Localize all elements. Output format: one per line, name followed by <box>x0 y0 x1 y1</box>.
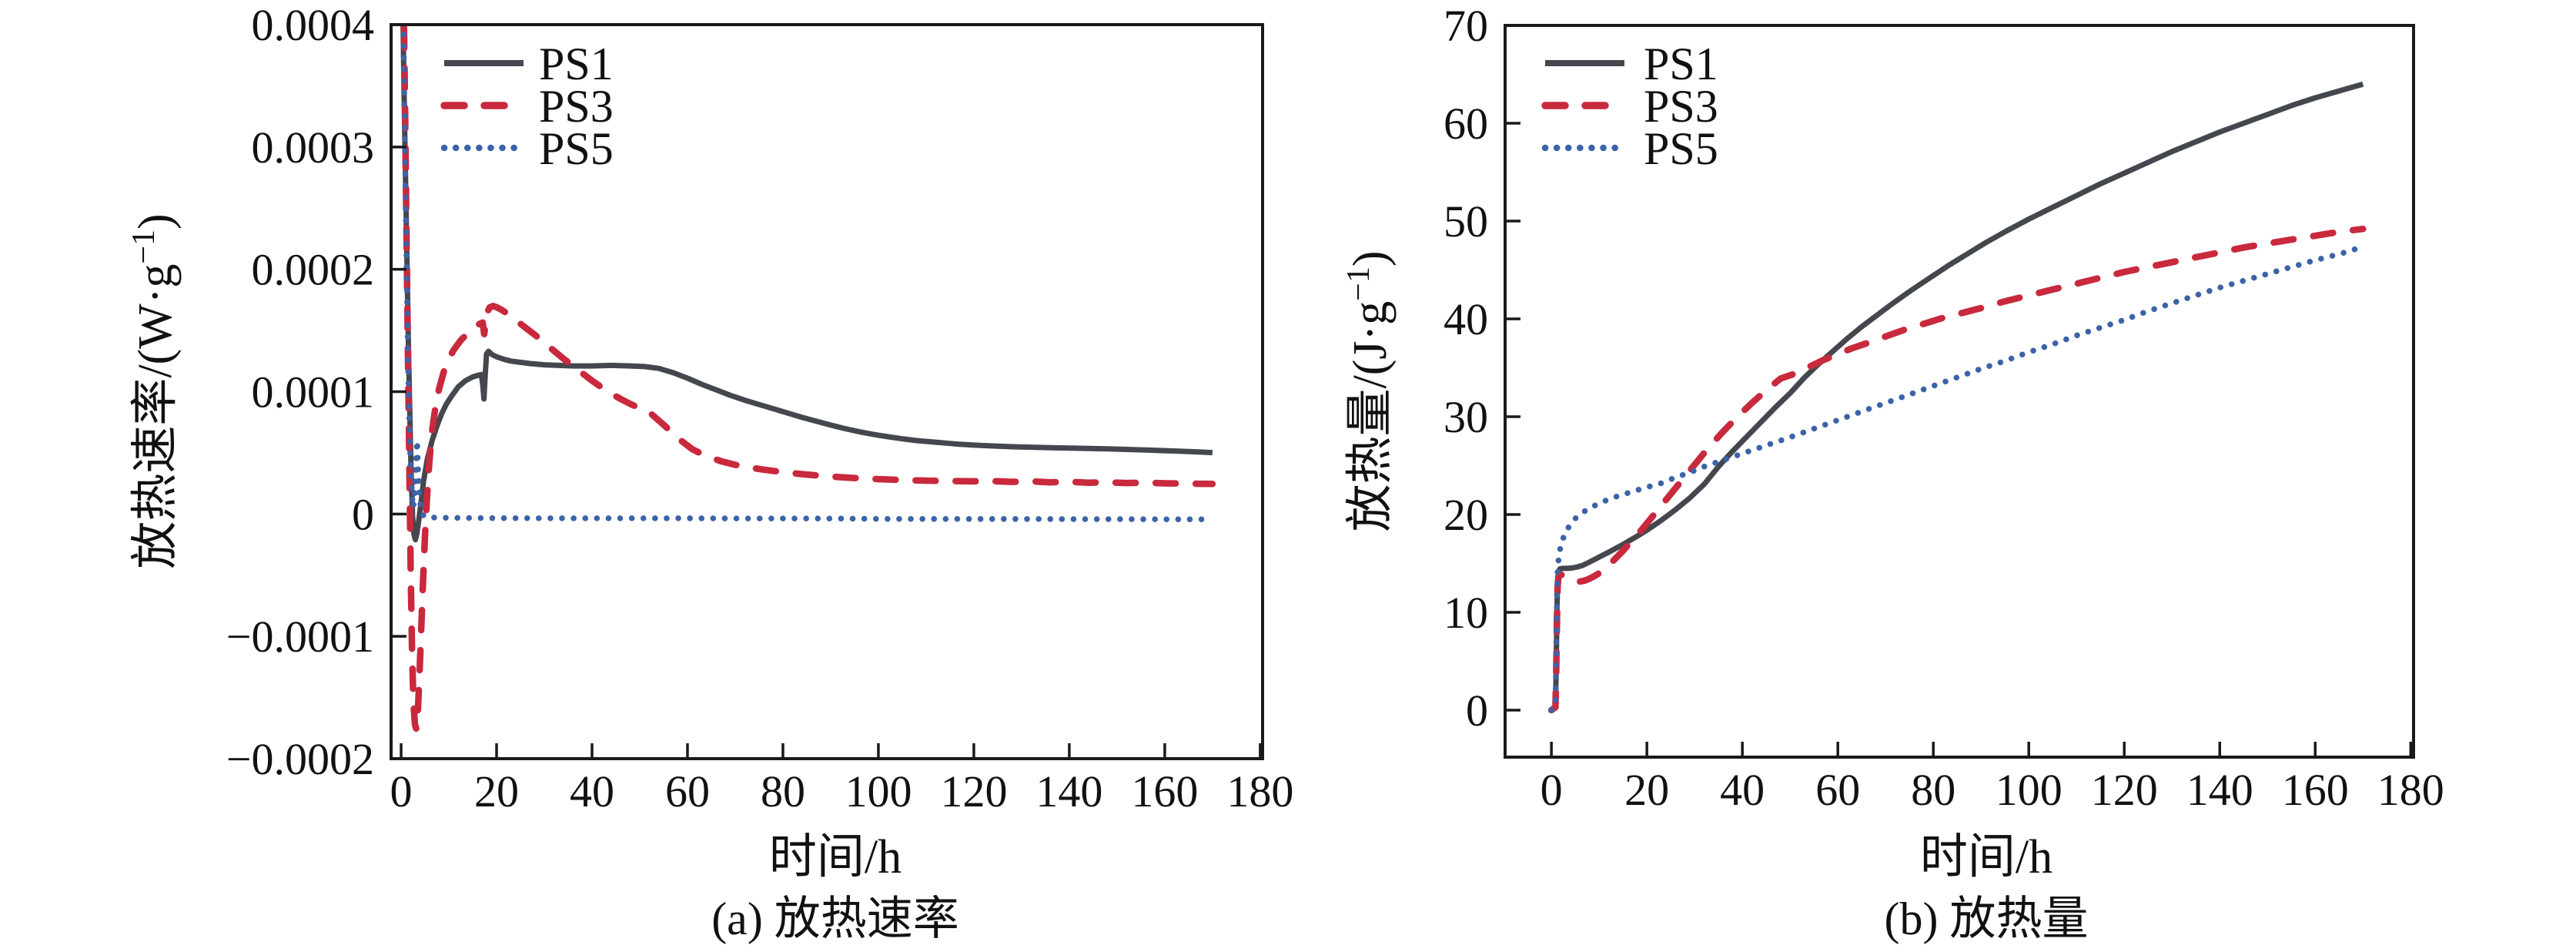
x-tick-label-a: 160 <box>1131 766 1198 816</box>
x-tick-label-a: 140 <box>1035 766 1102 816</box>
series-line-ps1 <box>1550 81 2364 712</box>
x-tick-label-b: 100 <box>1996 765 2062 815</box>
chart-panel-b: 0 20 40 60 80 100 120 140 160 180706050403020100放… <box>1341 1 2444 815</box>
chart-panel-a: 0 20 40 60 80 100 120 140 160 180 0.0004 0.0003 0.00… <box>126 0 1293 816</box>
x-tick-label-a: 40 <box>570 766 614 816</box>
panel-caption-b: (b) 放热量 <box>1884 893 2089 944</box>
x-tick-label-b: 160 <box>2282 765 2349 815</box>
x-tick-label-b: 40 <box>1720 765 1765 815</box>
series-line-ps5 <box>400 25 1216 522</box>
y-tick-label-a: −0.0002 <box>226 734 374 784</box>
y-tick-label-b: 0 <box>1466 686 1488 736</box>
x-tick-label-a: 0 <box>390 766 413 816</box>
y-tick-label-b: 40 <box>1444 294 1488 344</box>
y-axis-label-b: 放热量/(J·g−1) <box>1341 251 1397 532</box>
y-tick-label-b: 70 <box>1444 1 1488 51</box>
x-axis-label-b: 时间/h <box>1919 831 2053 883</box>
legend-entry-ps1: PS1 <box>1644 39 1718 89</box>
x-tick-label-a: 120 <box>940 766 1007 816</box>
x-tick-label-b: 60 <box>1815 765 1860 815</box>
legend-entry-ps1: PS1 <box>539 39 614 89</box>
x-tick-label-a: 100 <box>845 766 912 816</box>
y-tick-label-b: 50 <box>1444 196 1488 246</box>
x-tick-label-a: 80 <box>761 766 805 816</box>
y-tick-label-a: 0 <box>352 489 374 539</box>
x-tick-label-b: 0 <box>1541 765 1563 815</box>
panel-caption-a: (a) 放热速率 <box>711 893 959 944</box>
series-line-ps3 <box>400 25 1216 733</box>
x-tick-label-b: 20 <box>1624 765 1669 815</box>
legend-entry-ps3: PS3 <box>539 81 614 132</box>
x-tick-label-a: 180 <box>1226 766 1293 816</box>
series-line-ps3 <box>1547 225 2367 714</box>
plot-frame-b <box>1504 24 2415 759</box>
y-tick-label-b: 20 <box>1444 490 1488 540</box>
y-tick-label-a: 0.0002 <box>252 245 375 295</box>
y-tick-label-a: 0.0003 <box>252 122 375 173</box>
x-tick-label-b: 140 <box>2186 765 2253 815</box>
series-line-ps5 <box>1548 243 2367 713</box>
y-tick-label-b: 60 <box>1444 99 1488 149</box>
plot-area-b <box>1547 81 2367 714</box>
y-axis-label-a: 放热速率/(W·g−1) <box>126 213 182 568</box>
y-tick-label-a: 0.0004 <box>252 0 375 50</box>
x-tick-label-b: 180 <box>2377 765 2444 815</box>
legend-entry-ps5: PS5 <box>539 123 614 174</box>
x-axis-label-a: 时间/h <box>768 831 902 883</box>
y-tick-label-a: 0.0001 <box>252 367 375 417</box>
y-tick-label-a: −0.0001 <box>226 612 374 662</box>
y-tick-label-b: 30 <box>1444 392 1488 442</box>
y-tick-label-b: 10 <box>1444 588 1488 638</box>
legend-entry-ps3: PS3 <box>1644 81 1718 132</box>
x-tick-label-b: 120 <box>2091 765 2158 815</box>
x-tick-label-a: 20 <box>474 766 519 816</box>
series-line-ps1 <box>400 25 1213 543</box>
plot-frame-a <box>390 23 1264 760</box>
plot-area-a <box>400 25 1216 733</box>
legend-entry-ps5: PS5 <box>1644 123 1718 174</box>
x-tick-label-a: 60 <box>665 766 710 816</box>
x-tick-label-b: 80 <box>1911 765 1955 815</box>
